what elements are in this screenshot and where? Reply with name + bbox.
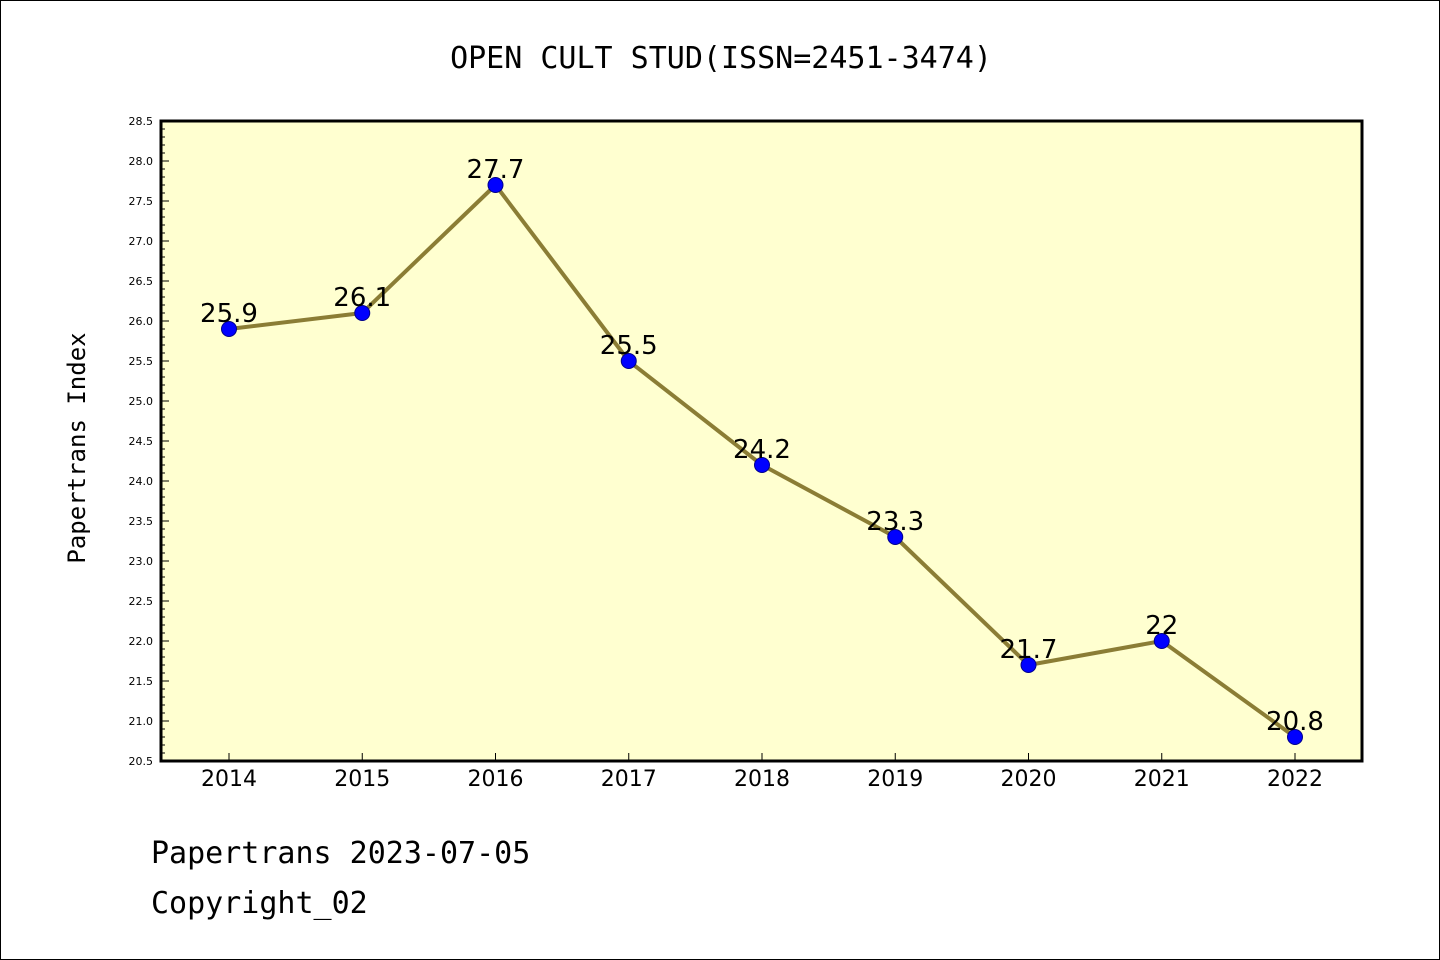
footer-copyright-text: Copyright_02 (151, 886, 368, 921)
y-tick-label: 28.0 (129, 155, 154, 168)
data-labels: 25.9 26.1 27.7 25.5 24.2 23.3 21.7 22 20.8 (200, 155, 1324, 737)
plot-area (161, 121, 1362, 761)
data-value-label: 26.1 (333, 283, 391, 313)
x-tick-label: 2014 (201, 767, 257, 792)
data-points (221, 177, 1303, 745)
data-value-label: 24.2 (733, 435, 791, 465)
chart-title: OPEN CULT STUD(ISSN=2451-3474) (450, 41, 992, 76)
y-tick-label: 22.0 (129, 635, 154, 648)
data-point-marker (754, 457, 770, 473)
data-value-label: 25.5 (600, 331, 658, 361)
y-tick-label: 20.5 (129, 755, 154, 768)
data-point-marker (354, 305, 371, 321)
y-tick-label: 25.0 (129, 395, 154, 408)
y-tick-label: 23.0 (129, 555, 154, 568)
x-tick-label: 2020 (1001, 767, 1057, 792)
data-value-label: 22 (1145, 611, 1178, 641)
data-value-label: 25.9 (200, 299, 258, 329)
y-axis: 20.5 21.0 21.5 22.0 22.5 23.0 23.5 24.0 24.5 25.0… (129, 115, 169, 768)
y-tick-label: 24.0 (129, 475, 154, 488)
x-tick-label: 2021 (1134, 767, 1190, 792)
x-tick-label: 2015 (334, 767, 390, 792)
data-point-marker (1153, 633, 1170, 649)
y-tick-label: 28.5 (129, 115, 154, 128)
data-point-marker (1287, 729, 1303, 745)
y-tick-label: 21.5 (129, 675, 154, 688)
y-tick-label: 26.5 (129, 275, 154, 288)
y-tick-label: 27.5 (129, 195, 154, 208)
data-point-marker (1020, 657, 1037, 673)
data-value-label: 27.7 (467, 155, 525, 185)
x-tick-label: 2017 (601, 767, 657, 792)
x-tick-label: 2022 (1267, 767, 1323, 792)
data-value-label: 23.3 (866, 507, 924, 537)
footer-date-text: Papertrans 2023-07-05 (151, 836, 531, 871)
y-tick-label: 22.5 (129, 595, 154, 608)
x-tick-label: 2016 (468, 767, 524, 792)
y-tick-label: 25.5 (129, 355, 154, 368)
y-tick-label: 24.5 (129, 435, 154, 448)
y-tick-label: 23.5 (129, 515, 154, 528)
x-tick-label: 2019 (867, 767, 923, 792)
y-tick-label: 27.0 (129, 235, 154, 248)
y-axis-label: Papertrans Index (63, 332, 91, 563)
x-tick-label: 2018 (734, 767, 790, 792)
data-value-label: 21.7 (1000, 635, 1058, 665)
plot-frame (159, 119, 1364, 763)
x-axis: 2014 2015 2016 2017 2018 2019 2020 2021 2022 (201, 753, 1323, 792)
data-point-marker (887, 529, 904, 545)
data-point-marker (487, 177, 504, 193)
data-point-marker (221, 321, 237, 337)
data-point-marker (620, 353, 637, 369)
y-tick-label: 26.0 (129, 315, 154, 328)
data-value-label: 20.8 (1266, 707, 1324, 737)
y-tick-label: 21.0 (129, 715, 154, 728)
